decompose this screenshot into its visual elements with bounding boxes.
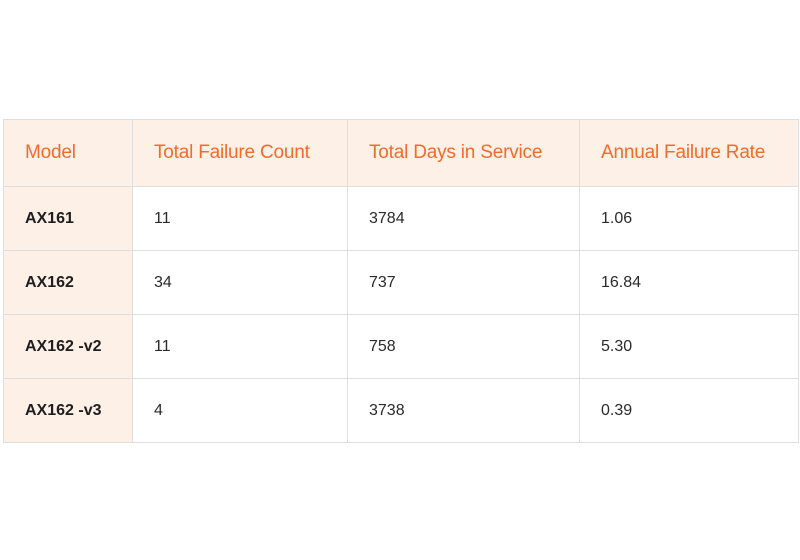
table-row: AX162 34 737 16.84 bbox=[3, 250, 799, 315]
table-row: AX162 -v2 11 758 5.30 bbox=[3, 314, 799, 379]
cell-model: AX162 -v3 bbox=[3, 378, 133, 443]
failure-rate-table-container: Model Total Failure Count Total Days in … bbox=[3, 119, 799, 443]
cell-model: AX162 -v2 bbox=[3, 314, 133, 379]
failure-rate-table: Model Total Failure Count Total Days in … bbox=[3, 119, 799, 443]
header-total-failure-count: Total Failure Count bbox=[132, 119, 348, 187]
table-row: AX161 11 3784 1.06 bbox=[3, 186, 799, 251]
cell-failure-count: 11 bbox=[132, 314, 348, 379]
cell-annual-failure-rate: 5.30 bbox=[579, 314, 799, 379]
cell-annual-failure-rate: 0.39 bbox=[579, 378, 799, 443]
table-header-row: Model Total Failure Count Total Days in … bbox=[3, 119, 799, 187]
cell-annual-failure-rate: 16.84 bbox=[579, 250, 799, 315]
header-annual-failure-rate: Annual Failure Rate bbox=[579, 119, 799, 187]
cell-failure-count: 4 bbox=[132, 378, 348, 443]
header-total-days-in-service: Total Days in Service bbox=[347, 119, 580, 187]
header-model: Model bbox=[3, 119, 133, 187]
cell-days-in-service: 3784 bbox=[347, 186, 580, 251]
table-row: AX162 -v3 4 3738 0.39 bbox=[3, 378, 799, 443]
cell-model: AX162 bbox=[3, 250, 133, 315]
cell-failure-count: 34 bbox=[132, 250, 348, 315]
cell-failure-count: 11 bbox=[132, 186, 348, 251]
cell-days-in-service: 737 bbox=[347, 250, 580, 315]
cell-annual-failure-rate: 1.06 bbox=[579, 186, 799, 251]
cell-days-in-service: 758 bbox=[347, 314, 580, 379]
cell-model: AX161 bbox=[3, 186, 133, 251]
cell-days-in-service: 3738 bbox=[347, 378, 580, 443]
